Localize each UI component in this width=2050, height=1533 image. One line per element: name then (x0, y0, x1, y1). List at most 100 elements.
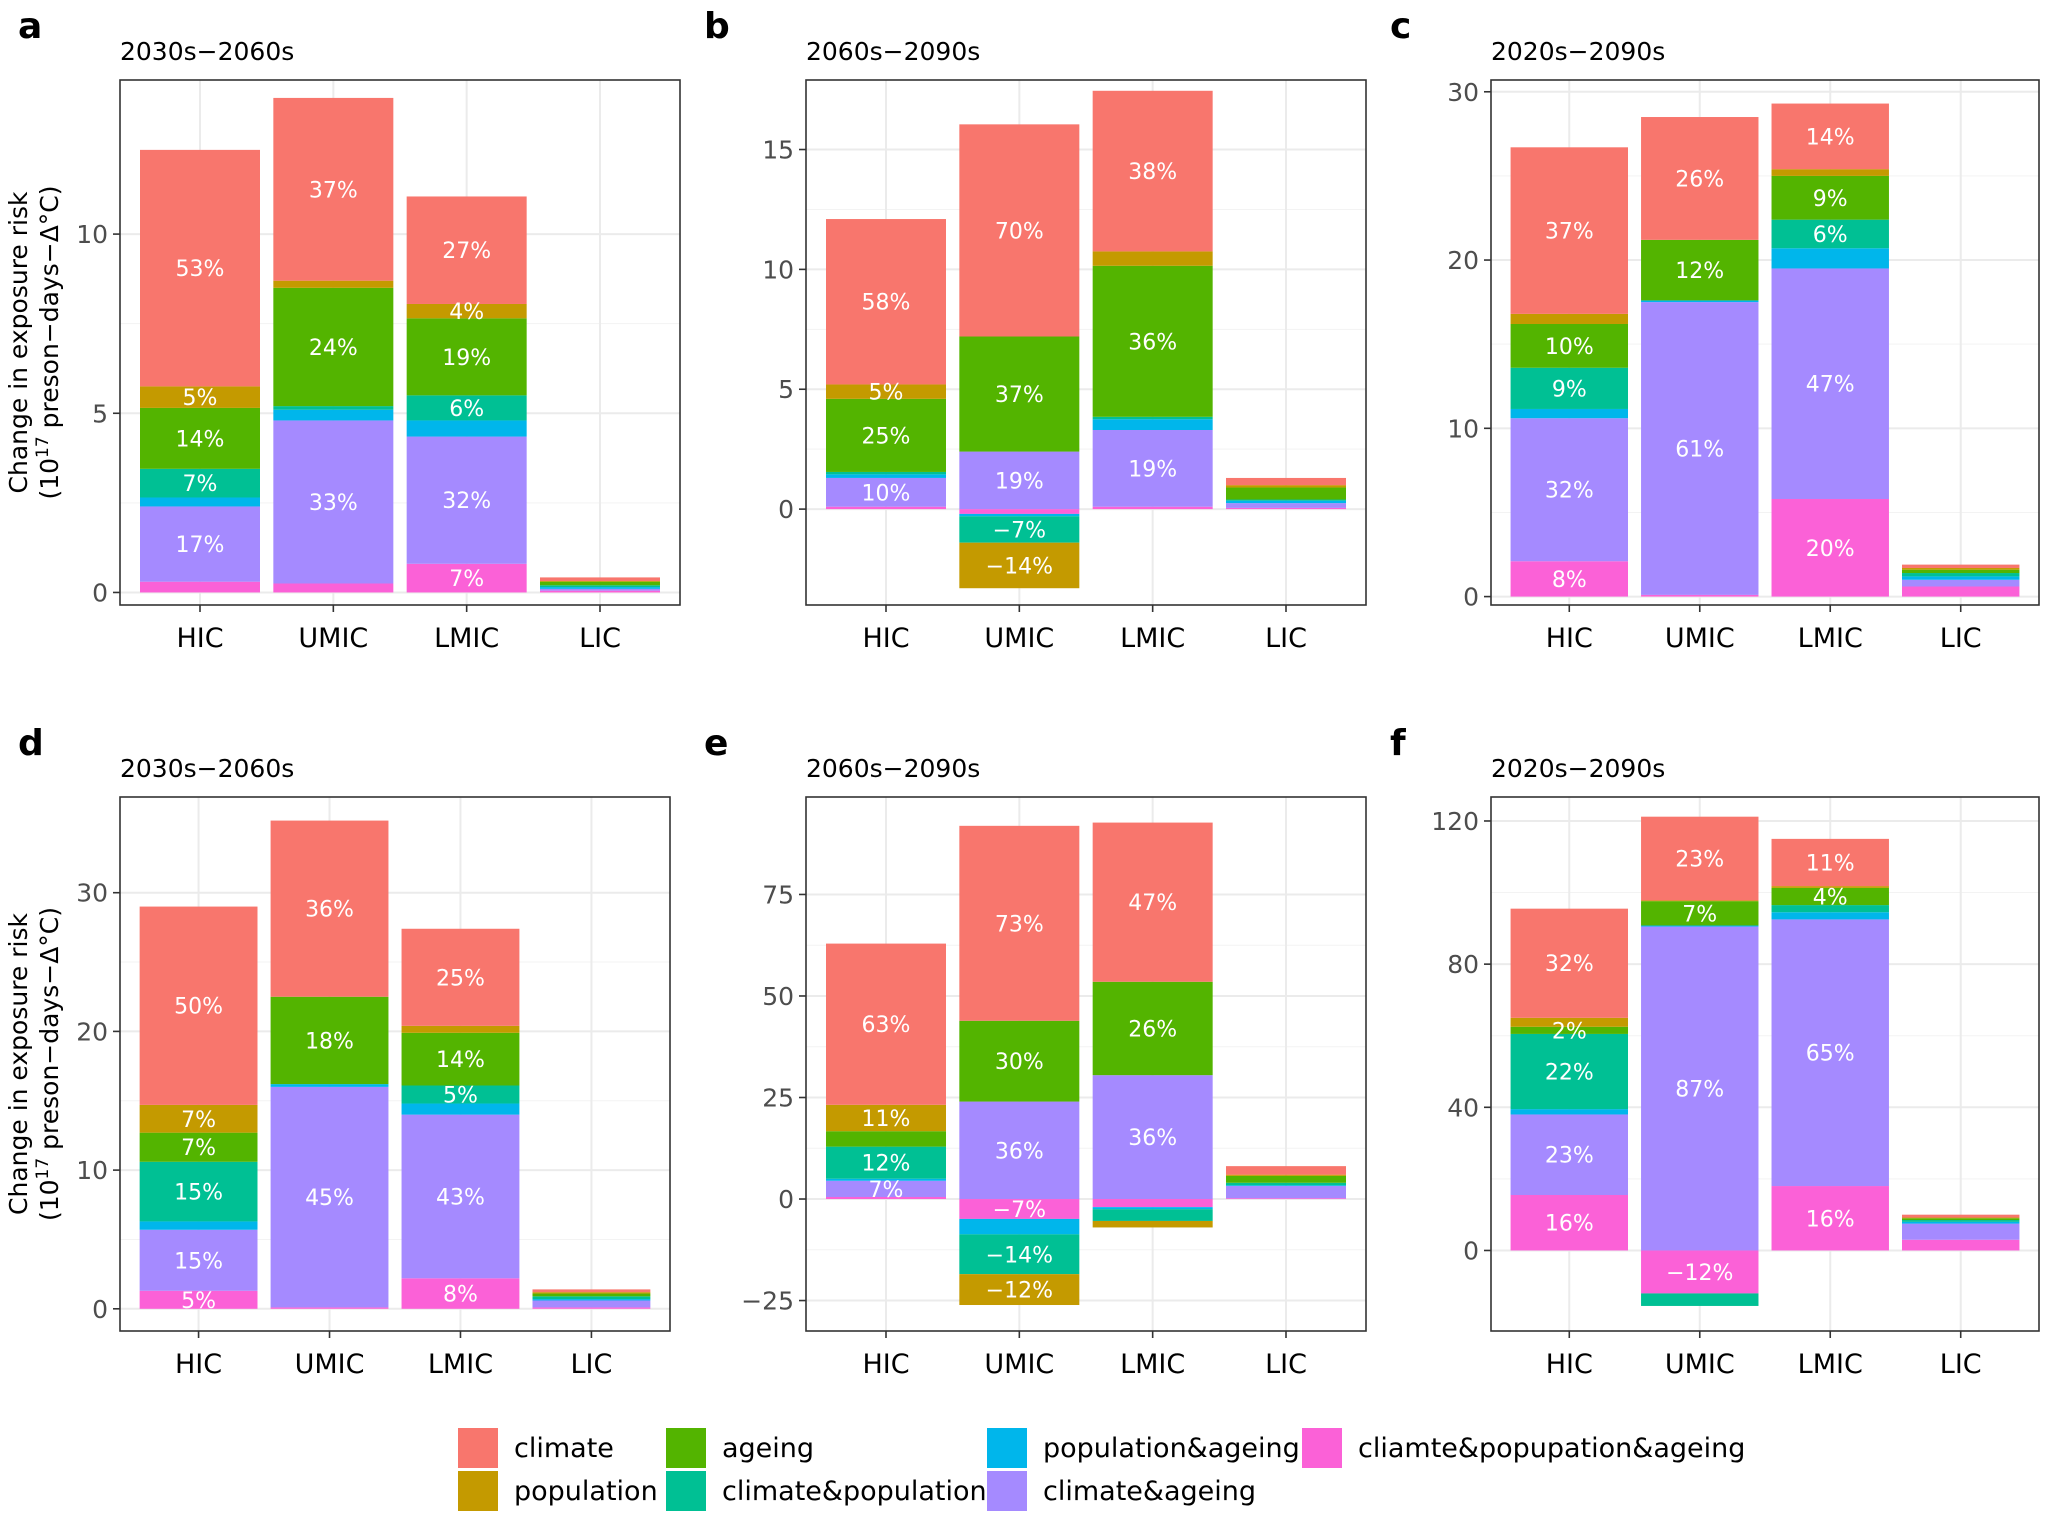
bar-segment-climate (1771, 103, 1889, 170)
bar-segment-population (139, 1104, 258, 1133)
x-tick-label: LIC (1940, 623, 1982, 654)
segment-label: 37% (995, 383, 1044, 408)
bar-segment-climate-population (826, 471, 946, 475)
bar-segment-ageing (959, 336, 1080, 452)
bar-segment-climate (1510, 147, 1628, 314)
segment-label: 5% (181, 1289, 216, 1314)
bar-segment-climate (1092, 822, 1213, 982)
legend-swatch (666, 1471, 706, 1511)
panel-border (119, 796, 671, 1332)
y-tick-label: 15 (762, 136, 794, 165)
segment-label: 25% (862, 424, 911, 449)
bar-segment-ageing (826, 398, 946, 472)
panel-title: 2060s−2090s (806, 37, 980, 66)
segment-label: 11% (1806, 851, 1855, 876)
segment-label: 16% (1545, 1212, 1594, 1237)
segment-label: −7% (993, 1198, 1046, 1223)
segment-label: 36% (1128, 1126, 1177, 1151)
bar-segment-climate-ageing (1226, 1186, 1346, 1199)
bar-segment-ageing (1641, 901, 1759, 926)
bar-segment-climate-ageing (1771, 268, 1889, 499)
bar-segment-ageing (270, 996, 389, 1085)
panel-letter: f (1390, 723, 1406, 764)
ylabel-pre: (10 (35, 458, 64, 500)
panel-letter: c (1390, 6, 1411, 47)
bar-segment-climate-ageing (959, 451, 1080, 510)
bar-segment-population (1092, 251, 1213, 266)
bar-segment-population-ageing (959, 1218, 1080, 1235)
bar-LMIC (1092, 90, 1213, 510)
legend-label: climate (514, 1433, 614, 1464)
y-axis-title-line1: Change in exposure risk (4, 191, 33, 493)
segment-label: 19% (442, 346, 491, 371)
panel-letter: b (704, 6, 730, 47)
bar-segment-climate (270, 820, 389, 997)
y-tick-label: 30 (76, 879, 108, 908)
panel-letter: a (18, 6, 42, 47)
bar-HIC (1510, 908, 1628, 1251)
y-axis-title-line1: Change in exposure risk (4, 913, 33, 1215)
bar-segment-climate (1641, 816, 1759, 901)
bar-segment-cliamte-popupation-ageing (1902, 1239, 2020, 1251)
bar-segment-population-ageing (1510, 1109, 1628, 1115)
y-tick-label: 20 (76, 1017, 108, 1046)
panel-letter: e (704, 723, 728, 764)
y-tick-label: 80 (1447, 950, 1479, 979)
bar-segment-ageing (139, 1132, 258, 1162)
legend-item-population: population (458, 1471, 658, 1511)
bar-segment-climate-population (959, 1234, 1080, 1275)
segment-label: 32% (442, 489, 491, 514)
bar-segment-population (406, 303, 527, 319)
bar-segment-ageing (406, 318, 527, 396)
bar-segment-climate (1771, 838, 1889, 887)
bar-segment-climate-population (273, 406, 394, 410)
bar-segment-climate-population (826, 1146, 946, 1179)
segment-label: 10% (1545, 335, 1594, 360)
segment-label: −14% (986, 1243, 1053, 1268)
panel-border (805, 796, 1367, 1332)
bar-segment-population (959, 1274, 1080, 1306)
bar-segment-climate (1226, 477, 1346, 486)
bar-segment-climate (1902, 564, 2020, 568)
bar-UMIC (959, 825, 1080, 1306)
bar-segment-ageing (1226, 1175, 1346, 1183)
x-tick-label: HIC (176, 623, 223, 654)
bar-segment-climate (273, 97, 394, 281)
segment-label: 12% (862, 1152, 911, 1177)
bar-segment-climate (959, 124, 1080, 337)
y-tick-label: 10 (76, 220, 108, 249)
bar-UMIC (270, 820, 389, 1309)
segment-label: −12% (1666, 1261, 1733, 1286)
y-axis-title-line2: (1017 preson−days−Δ°C) (33, 185, 64, 499)
panel-e: e 2060s−2090s 7%12% 11% 63% −7% 36% −14% 30% −12%… (704, 723, 1367, 1380)
legend-item-climate-ageing: climate&ageing (987, 1471, 1256, 1511)
panel-d: d 2030s−2060s 5% 15% 15% 7% 7% 50% 45% 18% 36% 8% 43… (4, 723, 671, 1380)
y-tick-label: 10 (762, 255, 794, 284)
x-tick-label: UMIC (984, 623, 1054, 654)
bar-segment-population-ageing (1226, 500, 1346, 504)
bar-segment-population-ageing (401, 1103, 520, 1115)
segment-label: 70% (995, 219, 1044, 244)
segment-label: 36% (995, 1139, 1044, 1164)
segment-label: 2% (1552, 1019, 1587, 1044)
bar-segment-population (140, 386, 260, 408)
legend-swatch (987, 1428, 1027, 1468)
segment-label: 43% (436, 1185, 485, 1210)
segment-label: 8% (443, 1283, 478, 1308)
bar-segment-population (959, 542, 1080, 589)
bar-segment-climate (532, 1289, 651, 1293)
segment-label: 7% (181, 1136, 216, 1161)
bar-LMIC (401, 928, 520, 1309)
x-tick-label: LMIC (1120, 1349, 1185, 1380)
x-tick-label: UMIC (1665, 1349, 1735, 1380)
bar-segment-climate (826, 943, 946, 1105)
y-tick-label: 40 (1447, 1093, 1479, 1122)
panel-title: 2030s−2060s (120, 37, 294, 66)
bar-segment-climate-population (1902, 1220, 2020, 1222)
bar-segment-population (1226, 1174, 1346, 1176)
bar-segment-ageing (1771, 887, 1889, 906)
bar-segment-cliamte-popupation-ageing (1092, 1199, 1213, 1208)
bar-segment-climate-ageing (273, 420, 394, 584)
bar-HIC (139, 906, 258, 1309)
segment-label: 26% (1128, 1017, 1177, 1042)
